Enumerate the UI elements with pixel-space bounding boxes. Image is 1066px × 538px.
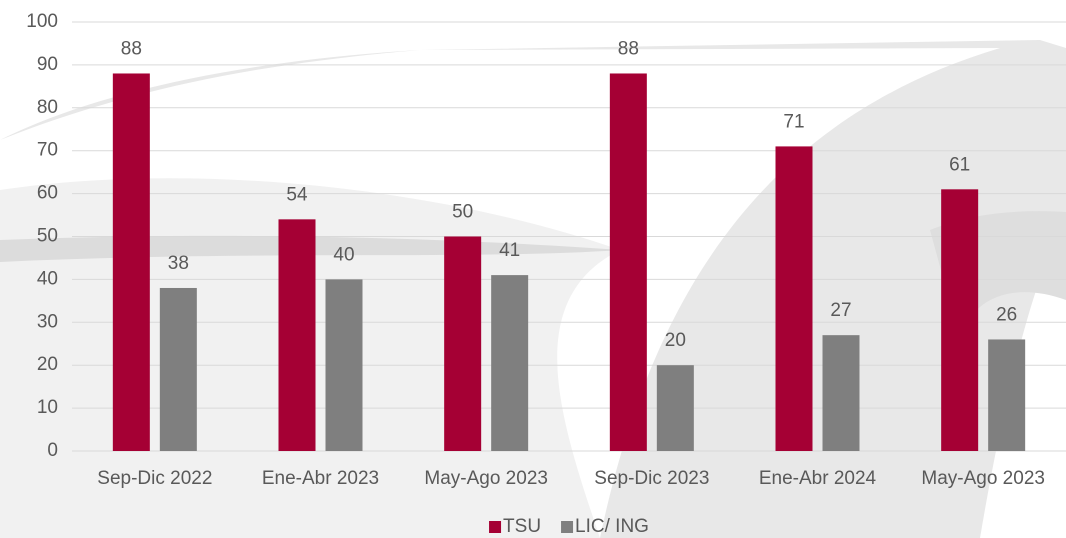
x-tick-label: Ene-Abr 2023 [262, 468, 379, 489]
y-tick-label: 10 [37, 397, 58, 418]
bar [444, 236, 482, 451]
data-label: 61 [949, 154, 970, 175]
y-tick-label: 90 [37, 54, 58, 75]
legend-label: LIC/ ING [575, 516, 649, 537]
y-tick-label: 60 [37, 183, 58, 204]
legend: TSU LIC/ ING [489, 516, 649, 537]
legend-swatch [561, 521, 574, 533]
data-label: 41 [499, 240, 520, 261]
bar [278, 219, 316, 451]
legend-swatch [489, 521, 502, 533]
y-tick-label: 0 [47, 440, 58, 461]
bar [325, 279, 363, 451]
y-tick-label: 40 [37, 268, 58, 289]
y-tick-label: 70 [37, 140, 58, 161]
data-label: 38 [168, 253, 189, 274]
y-tick-label: 20 [37, 354, 58, 375]
bar [988, 339, 1026, 451]
data-label: 50 [452, 202, 473, 223]
bar [941, 189, 979, 451]
bar [112, 73, 150, 451]
y-tick-label: 50 [37, 226, 58, 247]
bar [159, 287, 197, 451]
bar [775, 146, 813, 451]
legend-label: TSU [503, 516, 541, 537]
x-tick-label: Ene-Abr 2024 [759, 468, 877, 489]
bar [491, 275, 529, 451]
y-tick-label: 100 [26, 11, 58, 32]
data-label: 88 [121, 38, 142, 59]
data-label: 27 [830, 300, 851, 321]
data-label: 88 [618, 38, 639, 59]
data-label: 20 [665, 330, 686, 351]
data-label: 26 [996, 304, 1017, 325]
y-tick-label: 80 [37, 97, 58, 118]
bar [822, 335, 860, 451]
bar [656, 365, 694, 451]
x-tick-label: Sep-Dic 2022 [97, 468, 212, 489]
x-tick-label: May-Ago 2023 [424, 468, 548, 489]
x-tick-label: Sep-Dic 2023 [594, 468, 709, 489]
bar [609, 73, 647, 451]
y-tick-label: 30 [37, 311, 58, 332]
x-tick-label: May-Ago 2023 [921, 468, 1045, 489]
data-label: 40 [333, 244, 354, 265]
data-label: 54 [286, 184, 308, 205]
data-label: 71 [783, 111, 804, 132]
